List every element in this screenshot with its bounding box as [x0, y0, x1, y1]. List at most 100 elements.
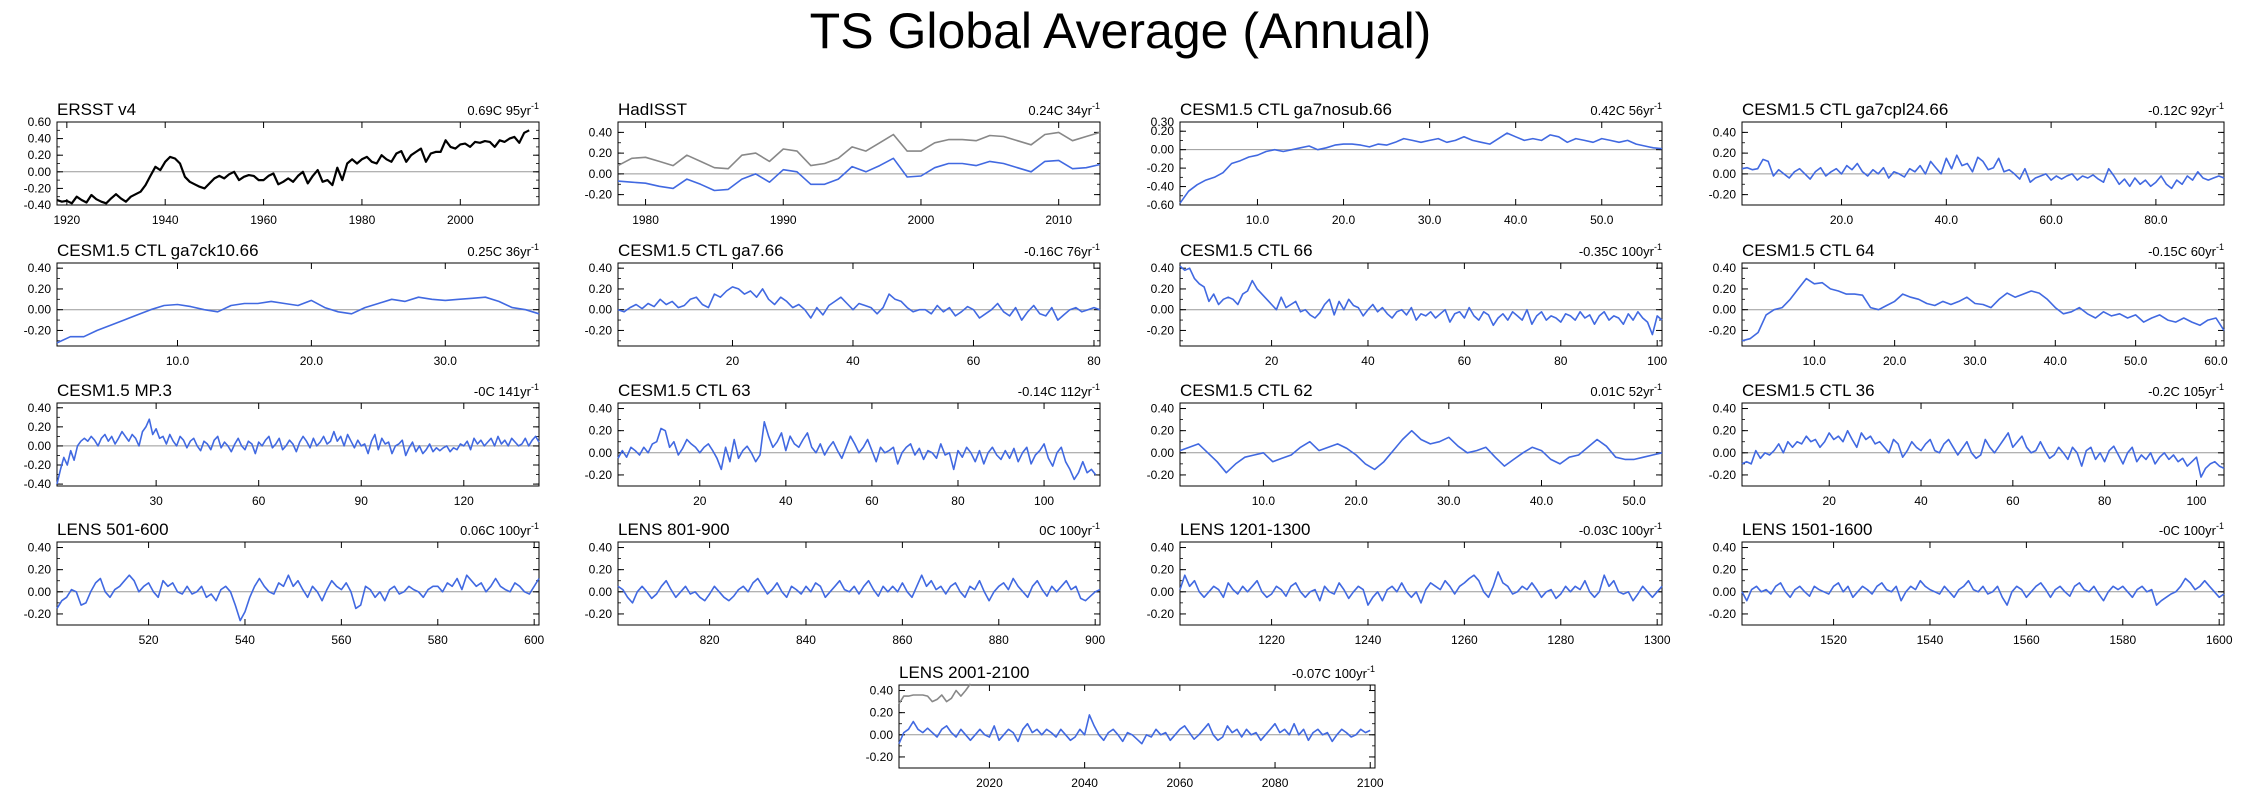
- trend-exponent: -1: [1654, 242, 1662, 252]
- x-tick-label: 540: [235, 633, 255, 647]
- panel-1: -0.40 -0.20 0.00 0.20 0.40 0.60 1920 1940 1960 19…: [24, 100, 540, 227]
- trend-exponent: -1: [1367, 664, 1375, 674]
- trend-label: -0.15C 60yr-1: [2148, 242, 2224, 259]
- y-tick-label: 0.20: [28, 563, 52, 577]
- series-line: [1179, 132, 1663, 204]
- x-tick-label: 20: [693, 494, 707, 508]
- y-tick-label: -0.20: [24, 181, 52, 195]
- x-tick-label: 60: [252, 494, 266, 508]
- x-tick-label: 40: [779, 494, 793, 508]
- panel-title: LENS 1501-1600: [1742, 520, 1872, 539]
- y-tick-label: 0.40: [870, 684, 894, 698]
- panel-title: LENS 2001-2100: [899, 663, 1029, 682]
- y-tick-label: -0.20: [1709, 468, 1737, 482]
- series-line: [617, 157, 1101, 192]
- x-tick-label: 20: [726, 354, 740, 368]
- x-tick-label: 20: [1823, 494, 1837, 508]
- panel-frame: [617, 402, 1101, 487]
- y-tick-label: 0.00: [589, 167, 613, 181]
- trend-exponent: -1: [531, 521, 539, 531]
- panel-title: CESM1.5 CTL ga7ck10.66: [57, 241, 259, 260]
- y-tick-label: 0.40: [1151, 541, 1175, 555]
- x-tick-label: 560: [331, 633, 351, 647]
- x-tick-label: 1280: [1547, 633, 1574, 647]
- x-tick-label: 40: [1361, 354, 1375, 368]
- y-tick-label: 0.40: [28, 132, 52, 146]
- y-tick-label: -0.20: [1147, 161, 1175, 175]
- y-tick-label: 0.40: [589, 402, 613, 416]
- y-tick-label: 0.00: [1151, 143, 1175, 157]
- panel-4: -0.20 0.00 0.20 0.40 20.0 40.0 60.0 80.0 CESM1.5…: [1709, 100, 2225, 227]
- series-line: [56, 418, 540, 485]
- panel-frame: [1179, 121, 1663, 206]
- panel-title: CESM1.5 CTL 36: [1742, 381, 1875, 400]
- y-tick-label: 0.40: [28, 541, 52, 555]
- x-tick-label: 60: [1458, 354, 1472, 368]
- panel-title: CESM1.5 CTL ga7cpl24.66: [1742, 100, 1948, 119]
- x-tick-label: 880: [989, 633, 1009, 647]
- x-tick-label: 1240: [1355, 633, 1382, 647]
- x-tick-label: 1540: [1917, 633, 1944, 647]
- x-tick-label: 1980: [632, 213, 659, 227]
- panel-frame: [56, 541, 540, 626]
- y-tick-label: 0.00: [589, 585, 613, 599]
- y-tick-label: 0.00: [28, 585, 52, 599]
- panel-8: -0.20 0.00 0.20 0.40 10.0 20.0 30.0 40.0 50.0 60.…: [1709, 241, 2228, 368]
- x-tick-label: 40.0: [1935, 213, 1959, 227]
- y-tick-label: 0.30: [1151, 115, 1175, 129]
- x-tick-label: 2100: [1357, 776, 1384, 790]
- x-tick-label: 30.0: [1963, 354, 1987, 368]
- x-tick-label: 1980: [349, 213, 376, 227]
- panel-frame: [617, 121, 1101, 206]
- y-tick-label: 0.20: [1151, 282, 1175, 296]
- x-tick-label: 10.0: [1252, 494, 1276, 508]
- panel-13: -0.20 0.00 0.20 0.40 520 540 560 580 600 LENS 501…: [24, 520, 545, 647]
- panel-title: CESM1.5 CTL 62: [1180, 381, 1313, 400]
- trend-exponent: -1: [1092, 242, 1100, 252]
- trend-exponent: -1: [2216, 521, 2224, 531]
- x-tick-label: 100: [2186, 494, 2206, 508]
- y-tick-label: 0.40: [1713, 541, 1737, 555]
- x-tick-label: 860: [892, 633, 912, 647]
- x-tick-label: 50.0: [2124, 354, 2148, 368]
- figure-title: TS Global Average (Annual): [809, 3, 1432, 59]
- panel-title: LENS 801-900: [618, 520, 730, 539]
- x-tick-label: 2000: [447, 213, 474, 227]
- y-tick-label: 0.40: [1151, 261, 1175, 275]
- x-tick-label: 60.0: [2039, 213, 2063, 227]
- y-tick-label: 0.00: [1151, 303, 1175, 317]
- series-line: [1179, 571, 1663, 606]
- trend-label: 0.24C 34yr-1: [1028, 101, 1100, 118]
- series-line: [617, 420, 1097, 481]
- y-tick-label: -0.40: [24, 198, 52, 212]
- trend-exponent: -1: [1654, 101, 1662, 111]
- x-tick-label: 10.0: [1803, 354, 1827, 368]
- x-tick-label: 1990: [770, 213, 797, 227]
- x-tick-label: 120: [454, 494, 474, 508]
- x-tick-label: 40.0: [1530, 494, 1554, 508]
- series-line: [56, 296, 540, 344]
- x-tick-label: 90: [355, 494, 369, 508]
- x-tick-label: 1560: [2013, 633, 2040, 647]
- panel-title: CESM1.5 CTL ga7nosub.66: [1180, 100, 1392, 119]
- x-tick-label: 20.0: [1883, 354, 1907, 368]
- x-tick-label: 1920: [53, 213, 80, 227]
- y-tick-label: 0.20: [1151, 563, 1175, 577]
- y-tick-label: -0.20: [1147, 468, 1175, 482]
- panel-frame: [1179, 262, 1663, 347]
- y-tick-label: 0.00: [589, 446, 613, 460]
- trend-label: -0C 141yr-1: [474, 382, 539, 399]
- panel-9: -0.40 -0.20 0.00 0.20 0.40 30 60 90 120 CESM1.5 M…: [24, 381, 540, 508]
- y-tick-label: -0.20: [585, 607, 613, 621]
- x-tick-label: 60: [865, 494, 879, 508]
- panel-title: CESM1.5 CTL 63: [618, 381, 751, 400]
- y-tick-label: 0.20: [589, 563, 613, 577]
- y-tick-label: 0.20: [870, 706, 894, 720]
- x-tick-label: 1940: [152, 213, 179, 227]
- x-tick-label: 80: [1554, 354, 1568, 368]
- y-tick-label: -0.60: [1147, 198, 1175, 212]
- panel-10: -0.20 0.00 0.20 0.40 20 40 60 80 100 CESM1.5 CTL …: [585, 381, 1101, 508]
- x-tick-label: 2010: [1045, 213, 1072, 227]
- trend-label: -0.14C 112yr-1: [1018, 382, 1100, 399]
- y-tick-label: 0.20: [1151, 124, 1175, 138]
